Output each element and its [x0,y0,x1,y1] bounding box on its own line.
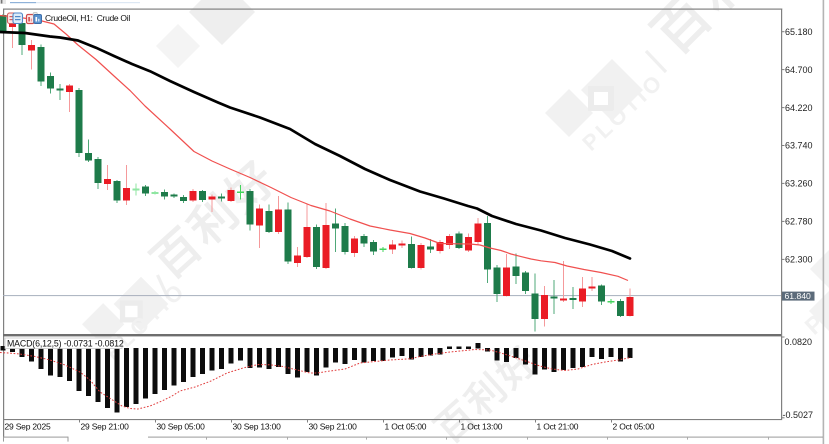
svg-text:-0.5027: -0.5027 [783,410,814,420]
svg-text:63.260: 63.260 [785,179,813,189]
svg-text:63.740: 63.740 [785,141,813,151]
svg-text:65.180: 65.180 [785,27,813,37]
svg-text:29 Sep 21:00: 29 Sep 21:00 [81,421,130,431]
svg-text:64.220: 64.220 [785,103,813,113]
svg-text:CrudeOil, H1: Crude Oil: CrudeOil, H1: Crude Oil [45,13,130,23]
svg-text:64.700: 64.700 [785,65,813,75]
svg-text:30 Sep 13:00: 30 Sep 13:00 [233,421,282,431]
svg-text:0.0820: 0.0820 [785,337,813,347]
svg-text:30 Sep 21:00: 30 Sep 21:00 [309,421,358,431]
svg-text:30 Sep 05:00: 30 Sep 05:00 [157,421,206,431]
svg-text:61.840: 61.840 [785,291,812,301]
svg-text:MACD(6,12,5) -0.0731 -0.0812: MACD(6,12,5) -0.0731 -0.0812 [7,338,124,348]
svg-text:2 Oct 05:00: 2 Oct 05:00 [613,421,655,431]
svg-text:29 Sep 2025: 29 Sep 2025 [5,421,51,431]
svg-text:62.300: 62.300 [785,255,813,265]
svg-text:1 Oct 13:00: 1 Oct 13:00 [461,421,503,431]
svg-text:1 Oct 21:00: 1 Oct 21:00 [537,421,579,431]
svg-text:1 Oct 05:00: 1 Oct 05:00 [385,421,427,431]
svg-text:62.780: 62.780 [785,217,813,227]
